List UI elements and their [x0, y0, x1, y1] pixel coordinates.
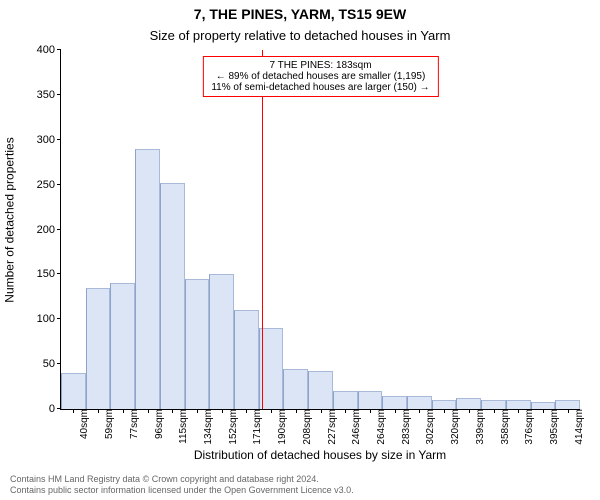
x-tick-label: 152sqm: [222, 409, 239, 445]
x-tick-mark: [395, 409, 396, 413]
x-tick-label: 358sqm: [494, 409, 511, 445]
x-tick-mark: [98, 409, 99, 413]
y-tick-mark: [57, 229, 61, 230]
x-tick-mark: [494, 409, 495, 413]
y-tick-label: 400: [15, 44, 61, 56]
histogram-bar: [283, 369, 308, 409]
x-tick-label: 246sqm: [345, 409, 362, 445]
histogram-bar: [382, 396, 407, 409]
x-tick-mark: [222, 409, 223, 413]
x-tick-label: 40sqm: [73, 409, 90, 439]
histogram-bar: [234, 310, 259, 409]
plot-area: 7 THE PINES: 183sqm ← 89% of detached ho…: [60, 50, 580, 410]
x-tick-mark: [148, 409, 149, 413]
x-tick-mark: [197, 409, 198, 413]
callout-box: 7 THE PINES: 183sqm ← 89% of detached ho…: [202, 56, 438, 97]
x-tick-mark: [444, 409, 445, 413]
x-tick-mark: [419, 409, 420, 413]
x-tick-label: 414sqm: [568, 409, 585, 445]
x-tick-label: 339sqm: [469, 409, 486, 445]
histogram-bars: [61, 50, 580, 409]
x-tick-mark: [73, 409, 74, 413]
marker-line: [262, 50, 263, 409]
histogram-bar: [185, 279, 210, 409]
x-tick-label: 264sqm: [370, 409, 387, 445]
y-tick-mark: [57, 273, 61, 274]
x-tick-label: 283sqm: [395, 409, 412, 445]
histogram-bar: [456, 398, 481, 409]
chart-subtitle: Size of property relative to detached ho…: [0, 28, 600, 43]
x-tick-mark: [123, 409, 124, 413]
callout-line2: ← 89% of detached houses are smaller (1,…: [211, 71, 429, 82]
y-axis-label: Number of detached properties: [0, 0, 20, 440]
histogram-bar: [160, 183, 185, 409]
x-tick-label: 190sqm: [271, 409, 288, 445]
histogram-bar: [308, 371, 333, 409]
x-tick-mark: [271, 409, 272, 413]
x-tick-label: 227sqm: [321, 409, 338, 445]
y-tick-mark: [57, 184, 61, 185]
histogram-bar: [110, 283, 135, 409]
y-tick-mark: [57, 49, 61, 50]
x-tick-label: 302sqm: [419, 409, 436, 445]
histogram-bar: [61, 373, 86, 409]
y-tick-mark: [57, 94, 61, 95]
y-tick-label: 350: [15, 89, 61, 101]
x-tick-label: 96sqm: [148, 409, 165, 439]
x-tick-label: 376sqm: [518, 409, 535, 445]
x-tick-mark: [321, 409, 322, 413]
histogram-bar: [333, 391, 358, 409]
x-tick-mark: [296, 409, 297, 413]
x-tick-label: 320sqm: [444, 409, 461, 445]
histogram-bar: [358, 391, 383, 409]
histogram-bar: [555, 400, 580, 409]
x-axis-label: Distribution of detached houses by size …: [60, 448, 580, 462]
y-tick-label: 250: [15, 179, 61, 191]
y-tick-label: 200: [15, 224, 61, 236]
x-tick-mark: [370, 409, 371, 413]
y-tick-label: 50: [15, 358, 61, 370]
y-tick-mark: [57, 139, 61, 140]
x-tick-label: 115sqm: [172, 409, 189, 444]
x-tick-mark: [246, 409, 247, 413]
histogram-bar: [209, 274, 234, 409]
y-tick-label: 150: [15, 268, 61, 280]
histogram-bar: [481, 400, 506, 409]
callout-line3: 11% of semi-detached houses are larger (…: [211, 82, 429, 93]
y-tick-label: 100: [15, 313, 61, 325]
y-tick-mark: [57, 408, 61, 409]
footer-attribution: Contains HM Land Registry data © Crown c…: [10, 474, 354, 496]
histogram-bar: [506, 400, 531, 409]
callout-line1: 7 THE PINES: 183sqm: [211, 60, 429, 71]
y-tick-label: 300: [15, 134, 61, 146]
histogram-bar: [135, 149, 160, 409]
x-tick-label: 59sqm: [98, 409, 115, 439]
y-tick-mark: [57, 318, 61, 319]
x-tick-label: 395sqm: [543, 409, 560, 445]
chart-title: 7, THE PINES, YARM, TS15 9EW: [0, 6, 600, 22]
x-tick-label: 134sqm: [197, 409, 214, 445]
x-tick-label: 77sqm: [123, 409, 140, 439]
histogram-bar: [531, 402, 556, 409]
x-tick-mark: [172, 409, 173, 413]
x-tick-label: 208sqm: [296, 409, 313, 445]
x-tick-mark: [568, 409, 569, 413]
histogram-bar: [86, 288, 111, 409]
x-tick-mark: [518, 409, 519, 413]
y-tick-label: 0: [15, 403, 61, 415]
histogram-bar: [432, 400, 457, 409]
x-tick-label: 171sqm: [246, 409, 263, 445]
y-tick-mark: [57, 363, 61, 364]
x-tick-mark: [543, 409, 544, 413]
x-tick-mark: [469, 409, 470, 413]
histogram-bar: [407, 396, 432, 409]
x-tick-mark: [345, 409, 346, 413]
